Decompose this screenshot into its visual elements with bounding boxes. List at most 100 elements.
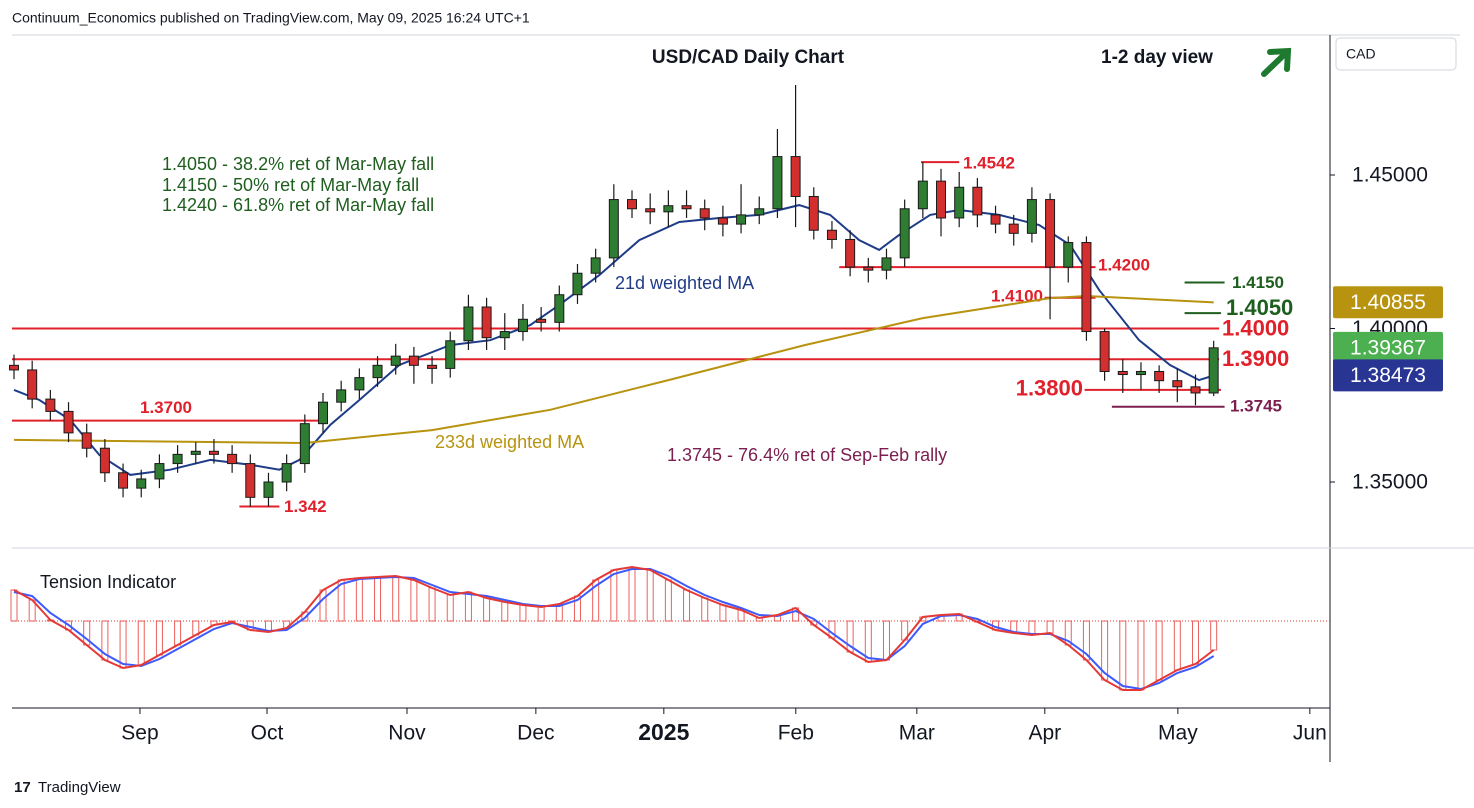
candle-body [1099,331,1110,372]
candle [45,389,56,421]
candle [63,402,74,443]
x-tick-label: Oct [251,722,284,745]
arrow-shaft [1261,49,1290,77]
annotation: 1.4150 - 50% ret of Mar-May fall [162,175,419,195]
x-tick-label: Nov [388,722,426,745]
candle-body [408,355,419,366]
currency-box[interactable] [1335,37,1457,71]
header: Continuum_Economics published on Trading… [12,10,530,26]
moving-average [13,204,1215,476]
candle-body [936,180,947,219]
candle [481,297,492,350]
candle-body [608,199,619,259]
candle-body [554,294,565,323]
candle-body [81,432,92,449]
candle [772,128,783,218]
candle-body [445,340,456,369]
candle-body [1045,199,1056,268]
candle [8,354,19,380]
y-tick-label: 1.35000 [1352,471,1428,494]
x-tick-label: 2025 [638,719,689,745]
chart-title: USD/CAD Daily Chart [652,47,845,68]
level-label: 1.3700 [140,398,192,417]
candle-body [390,355,401,366]
moving-average [13,294,1214,445]
candle-body [899,208,910,259]
candle-body [208,450,219,455]
candle-body [627,199,638,210]
candle [190,442,201,464]
candle [972,178,983,228]
candle [554,285,565,332]
candle-body [1081,242,1092,333]
footer-text: TradingView [38,779,121,796]
candle [372,356,383,387]
candle-body [826,229,837,240]
candle [990,205,1001,234]
candle-body [45,398,56,412]
arrow-head [1267,47,1292,72]
candle [826,221,837,249]
candle [1063,236,1074,283]
candle-body [281,463,292,483]
candle-body [881,257,892,271]
candle-body [572,272,583,296]
candle-body [1008,223,1019,234]
legend-label: 21d weighted MA [615,273,754,293]
candle [136,469,147,498]
candle-body [790,156,801,197]
candle-body [590,257,601,274]
level-label: 1.4200 [1098,256,1150,275]
candle-body [463,306,474,342]
candle [1135,362,1146,390]
level-label: 1.4000 [1222,315,1289,340]
candle [736,184,747,234]
level-label: 1.4542 [963,154,1015,173]
candle-body [8,364,19,371]
candle-body [354,377,365,391]
candle-body [227,453,238,465]
candle-body [318,401,329,425]
price-badge [1333,286,1443,319]
candle [790,85,801,228]
footer-logo: 17 [14,779,31,796]
candle-body [1026,199,1037,234]
x-tick-label: Dec [517,722,554,745]
level-label: 1.4150 [1232,273,1284,292]
candle-body [245,463,256,498]
annotation: 1.4240 - 61.8% ret of Mar-May fall [162,195,434,215]
level-label: 1.3900 [1222,346,1289,371]
candle-body [754,208,765,216]
candle [1117,359,1128,393]
histogram-bar [10,589,18,622]
candle [936,168,947,237]
candle [1045,193,1056,320]
candle-body [808,195,819,231]
level-label: 1.3800 [1016,376,1083,401]
candle [1190,374,1201,406]
candle-body [190,450,201,455]
candle [663,190,674,228]
candle [227,445,238,473]
candle-body [481,306,492,339]
candle [517,303,528,341]
price-badge [1333,359,1443,392]
candle-body [263,481,274,498]
y-tick-label: 1.45000 [1352,164,1428,187]
candle [845,230,856,277]
candle-body [1063,242,1074,268]
candle [645,193,656,225]
chart-subtitle: 1-2 day view [1101,47,1213,68]
candle-body [99,447,110,474]
candle [445,331,456,378]
x-tick-label: Feb [778,722,814,745]
candle-body [1135,370,1146,376]
candle-body [1117,370,1128,376]
candle [99,439,110,482]
candle [390,343,401,375]
x-tick-label: May [1158,722,1198,745]
candle [354,368,365,400]
candle-body [736,214,747,225]
